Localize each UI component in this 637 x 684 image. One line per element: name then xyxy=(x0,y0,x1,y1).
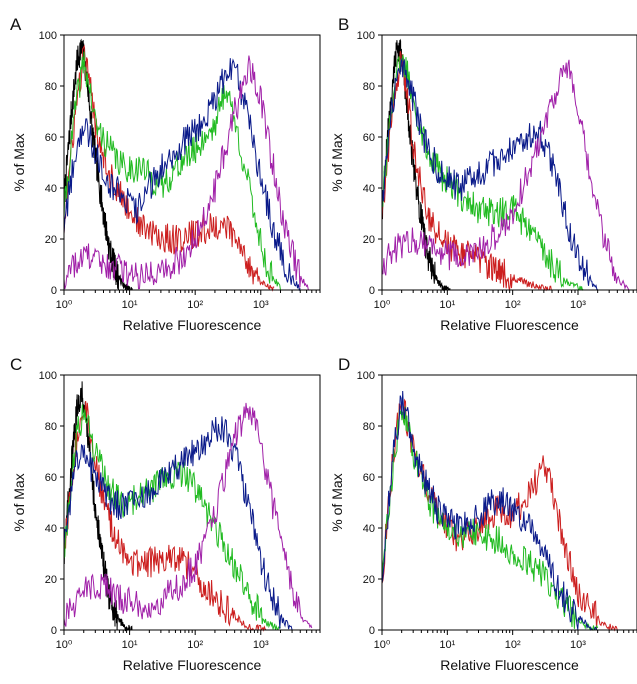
y-tick-label: 40 xyxy=(45,183,57,195)
x-tick-label: 10² xyxy=(505,299,521,311)
y-tick-label: 0 xyxy=(51,625,57,637)
x-tick-label: 10¹ xyxy=(439,639,455,651)
x-tick-label: 10⁰ xyxy=(56,299,73,311)
x-tick-label: 10⁰ xyxy=(374,299,391,311)
x-axis-title: Relative Fluorescence xyxy=(440,317,579,333)
x-tick-label: 10³ xyxy=(253,299,269,311)
y-tick-label: 100 xyxy=(39,370,57,382)
series-blue xyxy=(381,390,598,631)
x-tick-label: 10⁰ xyxy=(374,639,391,651)
y-tick-label: 80 xyxy=(45,81,57,93)
series-red xyxy=(381,50,552,292)
y-tick-label: 40 xyxy=(45,523,57,535)
x-tick-label: 10¹ xyxy=(439,299,455,311)
series-blue xyxy=(63,416,293,631)
x-tick-label: 10¹ xyxy=(122,639,138,651)
x-tick-label: 10² xyxy=(505,639,521,651)
x-tick-label: 10³ xyxy=(253,639,269,651)
series-red xyxy=(381,398,618,632)
y-tick-label: 100 xyxy=(39,30,57,42)
panel-b: B 0 20 40 60 80 100 10⁰ 10¹ 10² 10³ Relative Fluore… xyxy=(329,15,637,333)
x-tick-label: 10³ xyxy=(570,639,586,651)
panel-label: D xyxy=(338,355,350,374)
y-tick-label: 40 xyxy=(363,183,375,195)
x-tick-label: 10¹ xyxy=(122,299,138,311)
plot-frame xyxy=(381,374,637,631)
x-tick-label: 10² xyxy=(187,639,203,651)
y-tick-label: 60 xyxy=(45,132,57,144)
x-axis-title: Relative Fluorescence xyxy=(123,657,262,673)
y-axis-title: % of Max xyxy=(329,473,345,531)
series-blue xyxy=(381,57,599,291)
y-tick-label: 80 xyxy=(363,421,375,433)
x-axis-title: Relative Fluorescence xyxy=(440,657,579,673)
panel-a: A 0 20 40 60 80 100 10⁰ 10¹ 10² 10³ Relative Fluore… xyxy=(10,15,321,333)
x-tick-label: 10² xyxy=(187,299,203,311)
plot-frame xyxy=(63,374,321,631)
series-green xyxy=(381,54,584,292)
y-tick-label: 20 xyxy=(363,234,375,246)
series-black xyxy=(381,38,451,292)
series-purple xyxy=(381,59,630,291)
y-axis-title: % of Max xyxy=(329,133,345,191)
panel-d: D 0 20 40 60 80 100 10⁰ 10¹ 10² 10³ Relative Fluore… xyxy=(329,355,637,673)
y-tick-label: 60 xyxy=(363,132,375,144)
y-axis-title: % of Max xyxy=(11,473,27,531)
x-tick-label: 10³ xyxy=(570,299,586,311)
series-purple xyxy=(63,55,310,291)
y-tick-label: 100 xyxy=(357,30,375,42)
y-tick-label: 60 xyxy=(45,472,57,484)
y-tick-label: 100 xyxy=(357,370,375,382)
x-tick-label: 10⁰ xyxy=(56,639,73,651)
y-tick-label: 0 xyxy=(51,285,57,297)
y-tick-label: 20 xyxy=(45,234,57,246)
y-tick-label: 20 xyxy=(363,574,375,586)
y-axis-title: % of Max xyxy=(11,133,27,191)
panel-label: C xyxy=(10,355,22,374)
series-green xyxy=(63,404,281,631)
y-tick-label: 20 xyxy=(45,574,57,586)
plot-frame xyxy=(381,34,637,291)
series-purple xyxy=(63,402,313,629)
y-tick-label: 40 xyxy=(363,523,375,535)
plot-frame xyxy=(63,34,321,291)
y-tick-label: 0 xyxy=(369,625,375,637)
panel-c: C 0 20 40 60 80 100 10⁰ 10¹ 10² 10³ Relative Fluore… xyxy=(10,355,321,673)
y-tick-label: 80 xyxy=(45,421,57,433)
series-green xyxy=(63,51,281,291)
y-tick-label: 60 xyxy=(363,472,375,484)
panel-label: B xyxy=(338,15,349,34)
x-axis-title: Relative Fluorescence xyxy=(123,317,262,333)
y-tick-label: 0 xyxy=(369,285,375,297)
series-red xyxy=(63,44,275,292)
panel-label: A xyxy=(10,15,22,34)
series-blue xyxy=(63,58,301,292)
y-tick-label: 80 xyxy=(363,81,375,93)
